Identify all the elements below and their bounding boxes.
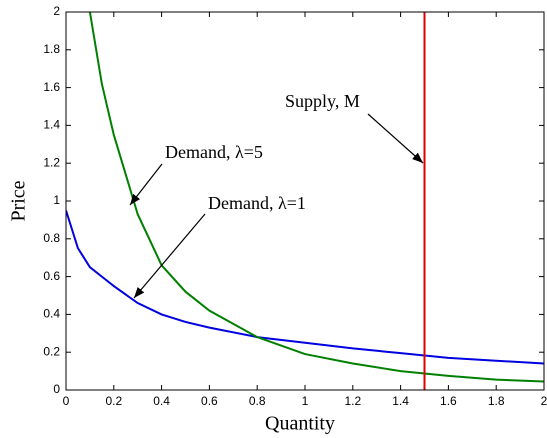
- y-tick-label: 0.6: [43, 269, 60, 283]
- x-tick-label: 1.2: [344, 394, 361, 408]
- y-tick-label: 0.4: [43, 307, 60, 321]
- y-tick-label: 0.2: [43, 344, 60, 358]
- annotation: Demand, λ=5: [165, 142, 263, 162]
- series-line: [88, 12, 544, 383]
- series-line: [66, 210, 544, 365]
- x-tick-label: 0.4: [153, 394, 170, 408]
- x-tick-label: 0.8: [249, 394, 266, 408]
- y-tick-label: 1.6: [43, 80, 60, 94]
- y-tick-label: 2: [53, 4, 60, 18]
- x-tick-label: 2: [541, 394, 547, 408]
- y-tick-label: 1.2: [43, 155, 60, 169]
- y-tick-label: 0.8: [43, 231, 60, 245]
- y-tick-label: 1.4: [43, 118, 60, 132]
- x-tick-label: 0.2: [105, 394, 122, 408]
- x-tick-label: 1.6: [440, 394, 457, 408]
- plot-frame: [65, 11, 545, 391]
- y-tick-label: 1.8: [43, 42, 60, 56]
- x-tick-label: 0.6: [201, 394, 218, 408]
- annotation: Demand, λ=1: [208, 193, 306, 213]
- y-axis-title: Price: [8, 180, 30, 221]
- y-tick-label: 0: [53, 382, 60, 396]
- annotation-arrow: [133, 213, 206, 299]
- x-tick-label: 1.4: [392, 394, 409, 408]
- y-tick-label: 1: [53, 193, 60, 207]
- annotation-arrow: [367, 113, 424, 164]
- annotation-arrow: [129, 163, 163, 206]
- x-axis-title: Quantity: [265, 413, 335, 435]
- x-tick-label: 1.8: [488, 394, 505, 408]
- annotation: Supply, M: [285, 91, 360, 111]
- x-tick-label: 1: [302, 394, 309, 408]
- x-tick-label: 0: [63, 394, 70, 408]
